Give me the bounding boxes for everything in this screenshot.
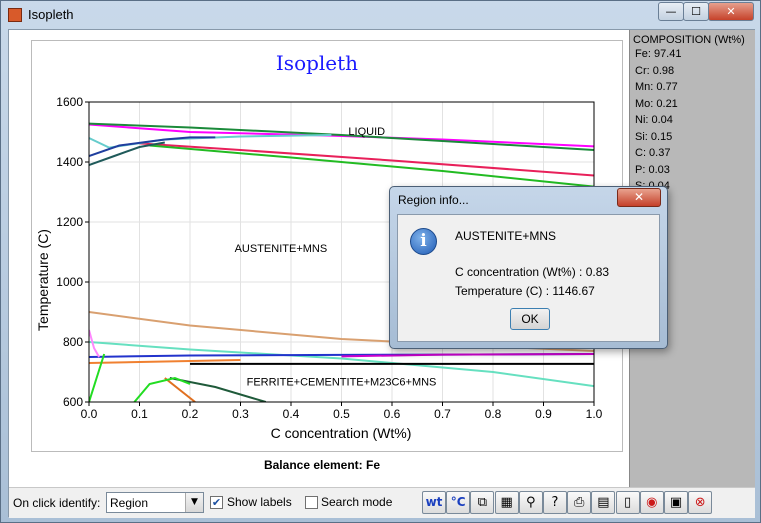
stop-button[interactable]: ⊗ [688,491,713,514]
composition-item: Si: 0.15 [635,130,673,143]
series-line [149,144,594,188]
chart-title: Isopleth [276,51,358,75]
identify-select[interactable]: Region ▼ [106,492,204,513]
series-line [341,353,594,358]
save-button[interactable]: ▣ [664,491,688,514]
region-label: LIQUID [348,126,385,138]
x-tick-label: 0.4 [283,407,300,421]
composition-item: Fe: 97.41 [635,48,682,60]
x-tick-label: 0.3 [232,407,249,421]
dialog-close-button[interactable]: ✕ [617,188,661,207]
y-tick-label: 800 [63,335,83,349]
title-bar[interactable]: Isopleth — ☐ ✕ [1,1,760,29]
x-tick-label: 1.0 [586,407,603,421]
composition-item: Ni: 0.04 [635,114,673,126]
composition-panel: COMPOSITION (Wt%) Fe: 97.41 Cr: 0.98 Mn:… [629,30,755,487]
x-tick-label: 0.9 [535,407,552,421]
series-line [89,329,100,358]
app-icon [8,8,22,22]
ok-button[interactable]: OK [510,308,550,330]
celsius-button[interactable]: °C [446,491,471,514]
x-tick-label: 0.1 [131,407,148,421]
identify-select-value: Region [110,496,149,510]
series-line [89,122,594,151]
wt-button[interactable]: wt [422,491,446,514]
dialog-region-name: AUSTENITE+MNS [455,229,557,243]
dialog-body: i AUSTENITE+MNS C concentration (Wt%) : … [397,214,660,342]
series-line [164,377,196,402]
y-tick-label: 1400 [56,155,83,169]
help-button[interactable]: ? [543,491,567,514]
zoom-button[interactable]: ⚲ [518,491,543,514]
x-tick-label: 0.7 [434,407,451,421]
print-button[interactable]: ⎙ [567,491,592,514]
composition-item: Mn: 0.77 [635,81,678,93]
x-tick-label: 0.5 [333,407,350,421]
grid-button[interactable]: ▦ [494,491,519,514]
chart-axes-button[interactable]: ⧉ [470,491,495,514]
dialog-concentration: C concentration (Wt%) : 0.83 [455,265,610,279]
show-labels-label: Show labels [227,495,292,509]
y-axis-label: Temperature (C) [35,229,51,331]
y-tick-label: 600 [63,395,83,409]
composition-title: COMPOSITION (Wt%) [633,34,745,46]
x-tick-label: 0.2 [182,407,199,421]
search-mode-checkbox[interactable] [305,496,318,509]
series-line [89,141,165,166]
x-tick-label: 0.6 [384,407,401,421]
composition-item: P: 0.03 [635,163,670,176]
series-line [133,376,191,402]
identify-label: On click identify: [13,496,101,510]
search-mode-label: Search mode [321,495,393,509]
y-tick-label: 1000 [56,275,83,289]
balance-element-label: Balance element: Fe [264,458,380,472]
minimize-button[interactable]: — [658,2,684,21]
region-label: AUSTENITE+MNS [235,243,328,255]
series-line [89,359,241,364]
dialog-temperature: Temperature (C) : 1146.67 [455,284,595,298]
x-axis-label: C concentration (Wt%) [271,425,412,441]
window-title: Isopleth [28,7,74,22]
series-line [139,142,594,177]
composition-item: Cr: 0.98 [635,64,675,77]
region-info-dialog: Region info... ✕ i AUSTENITE+MNS C conce… [389,186,668,349]
camera-button[interactable]: ◉ [639,491,664,514]
bottom-toolbar: On click identify: Region ▼ ✔ Show label… [9,487,755,518]
chevron-down-icon[interactable]: ▼ [185,493,203,512]
maximize-button[interactable]: ☐ [683,2,709,21]
series-line [89,136,216,157]
info-icon: i [410,228,437,255]
region-label: FERRITE+CEMENTITE+M23C6+MNS [247,377,437,389]
clipboard-button[interactable]: ▤ [591,491,616,514]
close-button[interactable]: ✕ [708,2,754,21]
series-line [89,341,594,388]
y-tick-label: 1200 [56,215,83,229]
x-tick-label: 0.0 [81,407,98,421]
document-button[interactable]: ▯ [615,491,640,514]
dialog-title: Region info... [398,193,469,207]
show-labels-checkbox[interactable]: ✔ [210,496,223,509]
x-tick-label: 0.8 [485,407,502,421]
y-tick-label: 1600 [56,95,83,109]
composition-item: C: 0.37 [635,147,671,159]
series-line [89,353,106,402]
chart-area[interactable]: Isopleth 0.0 0.1 0.2 0.3 0.4 0.5 0.6 0.7 0.8 0.9 1… [9,30,629,482]
composition-item: Mo: 0.21 [635,97,678,110]
